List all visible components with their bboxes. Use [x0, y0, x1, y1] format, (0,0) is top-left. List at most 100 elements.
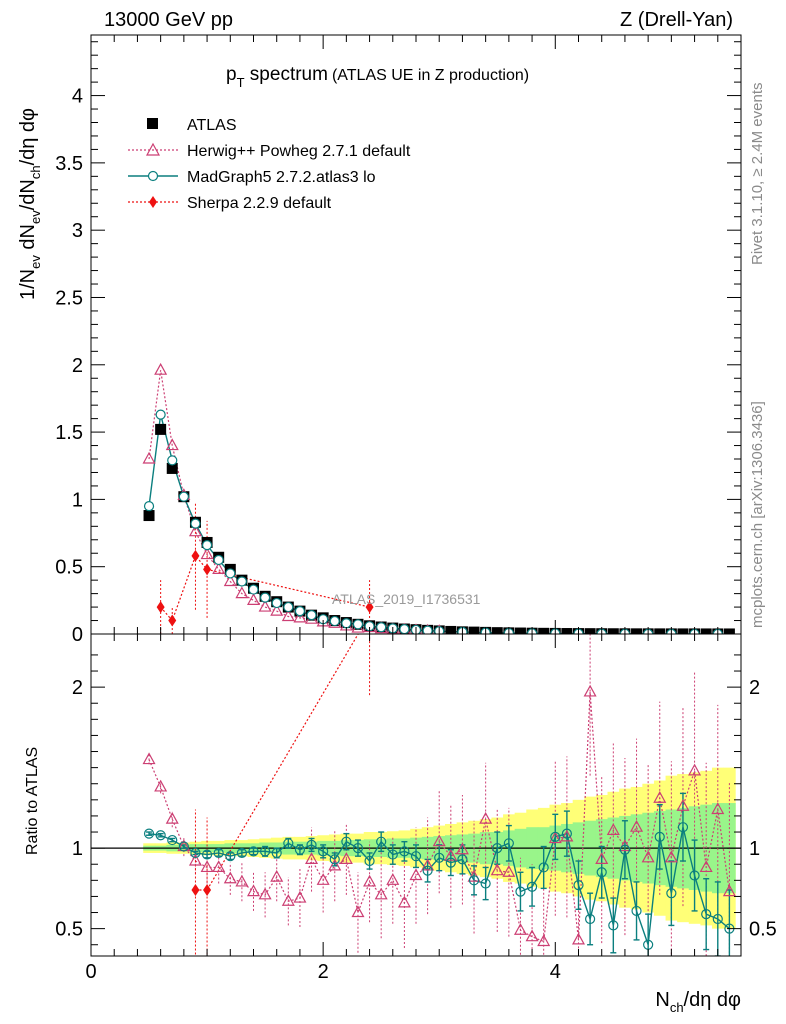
sherpa-ratio-line: [195, 634, 359, 891]
ratio-ytick-label-right: 1: [749, 838, 760, 860]
herwig-ratio-point: [235, 874, 249, 887]
atlas-main-point: [155, 423, 167, 435]
madgraph-main-point: [155, 409, 166, 420]
ylabel-part-1: 1/N: [17, 269, 39, 300]
herwig-ratio-point: [351, 905, 365, 918]
madgraph-ratio-point: [701, 909, 712, 920]
legend-herwig-label: Herwig++ Powheg 2.7.1 default: [187, 143, 411, 160]
ratio-ytick-label: 0.5: [55, 919, 83, 941]
madgraph-ratio-point: [596, 867, 607, 878]
atlas-main-point: [468, 626, 480, 634]
herwig-ratio-point: [363, 874, 377, 887]
herwig-ratio-line: [148, 691, 730, 943]
herwig-ratio-point: [479, 811, 493, 824]
herwig-ratio-point: [525, 929, 539, 942]
atlas-main-point: [166, 462, 178, 474]
ylabel-part-4: ev: [28, 210, 43, 224]
herwig-ratio-point: [444, 848, 458, 861]
ylabel-part-5: /dN: [17, 179, 39, 210]
herwig-ratio-point: [688, 763, 702, 776]
madgraph-ratio-point: [445, 857, 456, 868]
madgraph-ratio-point: [434, 852, 445, 863]
herwig-ratio-point: [212, 860, 226, 873]
herwig-ratio-point: [641, 850, 655, 863]
madgraph-ratio-point: [631, 905, 642, 917]
legend-atlas-label: ATLAS: [187, 117, 237, 134]
madgraph-ratio-point: [376, 836, 387, 847]
madgraph-ratio-point: [318, 846, 329, 857]
atlas-main-point: [143, 510, 155, 522]
madgraph-ratio-point: [329, 854, 340, 865]
herwig-ratio-point: [490, 863, 504, 876]
madgraph-ratio-point: [550, 831, 561, 842]
ylabel-part-3: dN: [17, 224, 39, 255]
main-ytick-label: 4: [72, 86, 83, 108]
analysis-watermark: ATLAS_2019_I1736531: [332, 591, 481, 607]
main-ytick-label: 2: [72, 355, 83, 377]
madgraph-ratio-point: [468, 875, 480, 886]
madgraph-main-point: [225, 568, 236, 579]
herwig-ratio-point: [281, 894, 295, 906]
title-main: p: [226, 64, 237, 85]
herwig-ratio-point: [421, 858, 435, 871]
herwig-main-point: [212, 562, 226, 574]
title-sub: T: [237, 75, 245, 90]
madgraph-main-point: [341, 618, 352, 629]
main-ytick-label: 2.5: [55, 287, 83, 309]
madgraph-ratio-point: [225, 851, 236, 862]
ratio-ytick-label: 2: [72, 677, 83, 699]
madgraph-ratio-point: [585, 913, 596, 925]
madgraph-main-point: [178, 491, 189, 502]
ratio-axes: 0.5 0.5 1 1 2 2 0 2 4: [55, 634, 777, 983]
herwig-ratio-point: [606, 823, 620, 836]
madgraph-ratio-point: [515, 886, 526, 897]
herwig-ratio-point: [455, 842, 469, 855]
ratio-xtick-label: 0: [85, 961, 96, 983]
legend: ATLAS Herwig++ Powheg 2.7.1 default MadG…: [128, 117, 411, 212]
madgraph-main-point: [167, 455, 178, 466]
herwig-ratio-point: [200, 860, 214, 873]
herwig-ratio-point: [316, 873, 330, 885]
atlas-main-point: [584, 628, 596, 634]
herwig-ratio-point: [722, 884, 736, 897]
herwig-ratio-point: [374, 887, 388, 900]
atlas-main-point: [654, 628, 666, 634]
atlas-main-point: [514, 627, 526, 634]
legend-entry-atlas: ATLAS: [147, 117, 237, 134]
madgraph-ratio-point: [526, 881, 538, 892]
madgraph-ratio-point: [561, 828, 572, 839]
herwig-ratio-point: [676, 799, 690, 811]
madgraph-main-point: [236, 576, 247, 587]
ylabel-part-7: /dη dφ: [17, 108, 39, 165]
herwig-main-point: [154, 362, 168, 375]
atlas-main-point: [538, 627, 550, 634]
herwig-ratio-point: [583, 684, 597, 697]
herwig-ratio-point: [386, 873, 400, 885]
legend-sherpa-label: Sherpa 2.2.9 default: [187, 195, 332, 212]
main-axes: 0 0.5 1 1.5 2 2.5 3 3.5 4: [55, 35, 742, 646]
ratio-xtick-label: 4: [550, 961, 561, 983]
madgraph-ratio-point: [619, 844, 631, 855]
ratio-ytick-label-right: 0.5: [749, 919, 777, 941]
herwig-ratio-point: [223, 871, 237, 884]
herwig-main-point: [246, 593, 261, 605]
herwig-ratio-point: [664, 850, 678, 863]
sherpa-main-point: [365, 601, 374, 614]
madgraph-ratio-point: [260, 846, 271, 857]
madgraph-main-point: [190, 518, 201, 529]
herwig-ratio-point: [513, 922, 527, 935]
madgraph-ratio-point: [410, 851, 422, 862]
madgraph-main-point: [294, 606, 306, 617]
legend-atlas-marker: [147, 118, 158, 129]
herwig-ratio-point: [293, 890, 307, 903]
herwig-ratio-point: [560, 829, 574, 842]
sherpa-ratio-point: [191, 883, 200, 896]
madgraph-ratio-point: [201, 849, 213, 860]
madgraph-ratio-point: [538, 862, 549, 873]
herwig-ratio-point: [571, 932, 586, 945]
ratio-frame: [90, 633, 742, 957]
herwig-main-point: [165, 438, 179, 451]
ratio-xtick-label: 2: [318, 961, 329, 983]
madgraph-main-point: [248, 584, 259, 595]
mcplots-label: mcplots.cern.ch [arXiv:1306.3436]: [749, 401, 766, 628]
